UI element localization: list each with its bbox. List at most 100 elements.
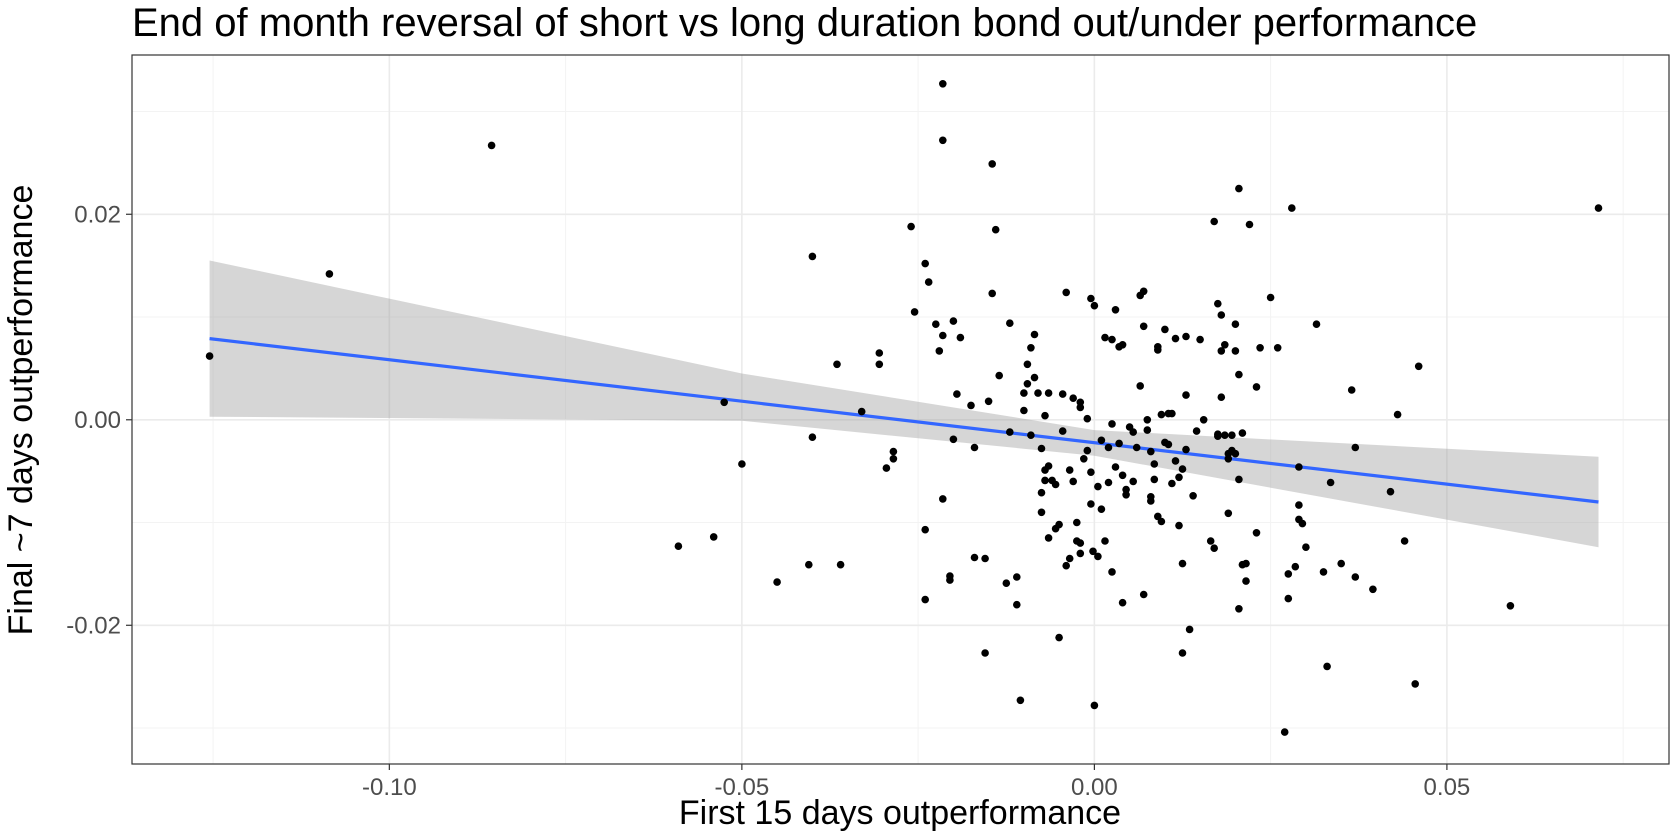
scatter-point [1351, 573, 1360, 581]
scatter-point [1199, 416, 1208, 424]
scatter-point [1094, 482, 1102, 491]
scatter-point [1118, 341, 1127, 349]
scatter-point [1154, 346, 1162, 354]
scatter-point [808, 433, 817, 442]
scatter-point [1411, 680, 1419, 688]
scatter-point [1280, 728, 1289, 736]
scatter-point [1206, 537, 1215, 545]
scatter-point [1175, 473, 1183, 482]
scatter-point [967, 401, 975, 410]
scatter-point [1161, 325, 1169, 334]
scatter-point [1041, 476, 1049, 485]
scatter-point [1266, 293, 1275, 302]
scatter-point [1058, 390, 1067, 398]
scatter-point [1235, 605, 1243, 613]
scatter-point [1506, 602, 1515, 610]
scatter-point [1083, 446, 1092, 455]
scatter-point [1228, 431, 1236, 440]
scatter-point [1284, 594, 1293, 603]
scatter-point [1090, 301, 1099, 310]
scatter-point [1400, 537, 1409, 545]
scatter-point [1150, 460, 1159, 468]
scatter-point [1090, 701, 1099, 710]
scatter-point [1347, 386, 1356, 394]
scatter-point [1256, 344, 1264, 352]
scatter-point [1238, 429, 1247, 437]
scatter-point [1016, 696, 1025, 705]
scatter-point [1139, 590, 1148, 599]
scatter-point [991, 225, 1000, 234]
fit-line [209, 337, 1599, 504]
scatter-point [1295, 463, 1303, 471]
scatter-point [1136, 382, 1144, 390]
y-axis: -0.02 0.00 0.02 [66, 201, 132, 639]
scatter-point [1143, 416, 1152, 424]
scatter-point [1171, 334, 1180, 343]
scatter-point [674, 542, 683, 550]
scatter-point [1182, 391, 1190, 399]
scatter-point [1217, 311, 1226, 319]
scatter-point [1129, 477, 1137, 486]
scatter-point [1006, 319, 1014, 328]
scatter-point [1104, 443, 1113, 452]
scatter-point [1210, 544, 1218, 552]
scatter-point [1037, 444, 1046, 453]
scatter-point [1217, 347, 1226, 355]
scatter-point [1168, 479, 1176, 488]
scatter-point [1006, 428, 1014, 436]
scatter-point [1147, 447, 1155, 456]
scatter-point [956, 333, 965, 342]
scatter-point [1094, 552, 1102, 561]
scatter-point [1111, 306, 1120, 314]
scatter-point [910, 308, 919, 316]
scatter-point [1101, 537, 1109, 545]
scatter-point [1393, 410, 1402, 419]
scatter-point [1319, 568, 1328, 576]
scatter-point [1147, 497, 1155, 505]
scatter-point [949, 435, 958, 444]
scatter-point [1252, 529, 1261, 537]
scatter-point [932, 320, 940, 329]
scatter-point [1044, 462, 1053, 470]
scatter-point [857, 407, 866, 416]
scatter-point [981, 554, 989, 563]
scatter-point [1020, 406, 1028, 415]
scatter-point [939, 80, 947, 88]
scatter-point [988, 289, 996, 298]
scatter-point [1231, 320, 1240, 329]
scatter-point [720, 398, 728, 407]
scatter-point [1097, 505, 1106, 513]
scatter-point [1288, 204, 1296, 212]
scatter-point [1037, 488, 1046, 497]
scatter-point [946, 576, 954, 584]
scatter-point [1235, 370, 1243, 379]
scatter-point [1210, 217, 1218, 226]
scatter-point [1111, 463, 1120, 471]
scatter-point [1087, 500, 1095, 508]
scatter-point [1221, 431, 1229, 440]
y-tick-label: 0.00 [74, 407, 121, 434]
scatter-point [325, 270, 334, 278]
scatter-point [1108, 420, 1116, 428]
scatter-point [988, 160, 996, 168]
scatter-point [1369, 585, 1377, 594]
scatter-point [1291, 562, 1300, 571]
scatter-point [1055, 633, 1063, 642]
scatter-point [1080, 455, 1088, 463]
scatter-point [939, 136, 947, 145]
scatter-point [1118, 598, 1127, 607]
scatter-point [833, 360, 841, 369]
scatter-point [1351, 443, 1360, 452]
scatter-point [1115, 439, 1123, 448]
scatter-point [1139, 287, 1148, 296]
scatter-point [1235, 475, 1243, 484]
scatter-point [984, 397, 993, 406]
scatter-point [1178, 559, 1187, 568]
scatter-point [889, 447, 898, 456]
scatter-point [1231, 347, 1240, 355]
scatter-point [1178, 465, 1187, 473]
scatter-point [1101, 333, 1109, 342]
scatter-point [1065, 554, 1074, 563]
panel-border [131, 54, 1670, 765]
scatter-point [939, 495, 947, 503]
